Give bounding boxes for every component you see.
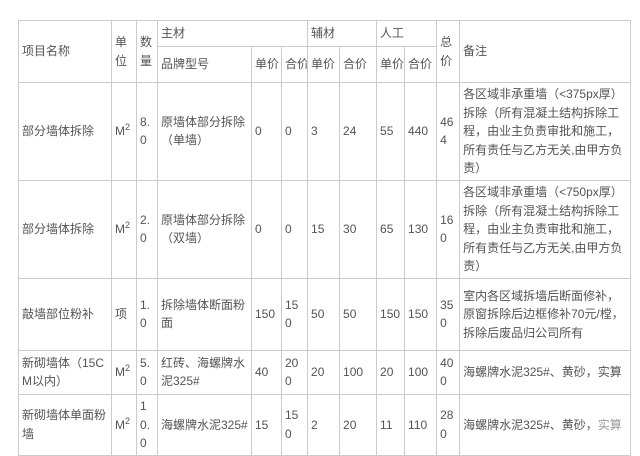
qty-cell: 5.0 [136, 349, 158, 395]
labor-unit-price-cell: 20 [376, 349, 406, 395]
main-unit-price-cell: 40 [251, 349, 282, 395]
remark-text: 海螺牌水泥325#、黄砂， [463, 417, 598, 432]
unit-base: M [115, 222, 125, 237]
header-labor-combined-price: 合价 [404, 46, 438, 83]
labor-unit-price-cell: 65 [376, 179, 406, 279]
labor-combined-price-cell: 130 [404, 179, 438, 279]
unit-cell: M2 [111, 179, 137, 279]
aux-combined-price-cell: 30 [339, 179, 378, 279]
aux-unit-price-cell: 3 [307, 82, 341, 181]
header-aux-material: 辅材 [307, 20, 378, 47]
header-main-material: 主材 [156, 20, 309, 47]
qty-cell: 8.0 [136, 82, 158, 181]
unit-base: M [115, 365, 125, 380]
project-cell: 新砌墙体单面粉墙 [18, 393, 112, 456]
aux-unit-price-cell: 50 [307, 277, 341, 351]
aux-combined-price-cell: 20 [339, 393, 378, 456]
remark-cell: 各区域非承重墙（<375px厚）拆除（所有混凝土结构拆除工程，由业主负责审批和施… [459, 82, 632, 181]
aux-unit-price-cell: 2 [307, 393, 341, 456]
unit-superscript: 2 [125, 363, 131, 374]
unit-cell: M2 [111, 393, 137, 456]
qty-cell: 2.0 [136, 179, 158, 279]
total-price-cell: 464 [436, 82, 461, 181]
project-cell: 敲墙部位粉补 [18, 277, 112, 351]
brand-cell: 红砖、海螺牌水泥325# [157, 349, 252, 395]
brand-cell: 原墙体部分拆除（双墙） [157, 179, 252, 279]
project-cell: 部分墙体拆除 [18, 179, 112, 279]
labor-combined-price-cell: 150 [404, 277, 438, 351]
brand-cell: 拆除墙体断面粉面 [157, 277, 252, 351]
total-price-cell: 400 [436, 349, 461, 395]
main-unit-price-cell: 0 [251, 82, 282, 181]
header-remark: 备注 [459, 20, 632, 83]
header-labor: 人工 [376, 20, 438, 47]
qty-cell: 1.0 [136, 277, 158, 351]
unit-superscript: 2 [125, 122, 131, 133]
labor-combined-price-cell: 440 [404, 82, 438, 181]
header-total-price: 总价 [436, 20, 461, 83]
header-row-sub: 品牌型号 单价 合价 单价 合价 单价 合价 [19, 46, 631, 83]
main-combined-price-cell: 200 [280, 349, 309, 395]
unit-cell: M2 [111, 349, 137, 395]
remark-cell: 海螺牌水泥325#、黄砂，实算 [459, 393, 632, 456]
header-labor-unit-price: 单价 [376, 46, 406, 83]
table-row: 部分墙体拆除 M2 8.0 原墙体部分拆除（单墙） 0 0 3 24 55 44… [18, 82, 632, 181]
renovation-quote-table: 项目名称 单位 数量 主材 辅材 人工 总价 备注 品牌型号 单价 合价 单价 … [18, 20, 632, 456]
table-row: 新砌墙体单面粉墙 M2 10.0 海螺牌水泥325# 15 150 2 20 1… [18, 393, 632, 456]
unit-superscript: 2 [125, 220, 131, 231]
main-unit-price-cell: 150 [251, 277, 282, 351]
header-quantity: 数量 [136, 20, 158, 83]
remark-text-faded: 实算 [597, 417, 622, 432]
aux-combined-price-cell: 100 [339, 349, 378, 395]
labor-combined-price-cell: 100 [404, 349, 438, 395]
total-price-cell: 160 [436, 179, 461, 279]
table-row: 部分墙体拆除 M2 2.0 原墙体部分拆除（双墙） 0 0 15 30 65 1… [18, 179, 632, 279]
qty-cell: 10.0 [136, 393, 158, 456]
header-main-combined-price: 合价 [280, 46, 309, 83]
aux-combined-price-cell: 24 [339, 82, 378, 181]
unit-base: M [115, 417, 125, 432]
unit-cell: 项 [111, 277, 137, 351]
project-cell: 新砌墙体（15CM以内） [18, 349, 112, 395]
main-unit-price-cell: 15 [251, 393, 282, 456]
header-brand-model: 品牌型号 [157, 46, 252, 83]
header-aux-combined-price: 合价 [339, 46, 378, 83]
remark-cell: 海螺牌水泥325#、黄砂，实算 [459, 349, 632, 395]
unit-cell: M2 [111, 82, 137, 181]
labor-unit-price-cell: 55 [376, 82, 406, 181]
table-row: 新砌墙体（15CM以内） M2 5.0 红砖、海螺牌水泥325# 40 200 … [18, 349, 632, 395]
aux-combined-price-cell: 50 [339, 277, 378, 351]
main-combined-price-cell: 0 [280, 179, 309, 279]
unit-superscript: 2 [125, 415, 131, 426]
brand-cell: 原墙体部分拆除（单墙） [157, 82, 252, 181]
labor-unit-price-cell: 11 [376, 393, 406, 456]
header-unit: 单位 [111, 20, 137, 83]
total-price-cell: 350 [436, 277, 461, 351]
aux-unit-price-cell: 20 [307, 349, 341, 395]
labor-combined-price-cell: 110 [404, 393, 438, 456]
aux-unit-price-cell: 15 [307, 179, 341, 279]
header-row-top: 项目名称 单位 数量 主材 辅材 人工 总价 备注 [18, 20, 632, 83]
header-aux-unit-price: 单价 [307, 46, 341, 83]
main-combined-price-cell: 150 [280, 393, 309, 456]
main-combined-price-cell: 150 [280, 277, 309, 351]
unit-base: 项 [115, 307, 128, 322]
brand-cell: 海螺牌水泥325# [157, 393, 252, 456]
table-row: 敲墙部位粉补 项 1.0 拆除墙体断面粉面 150 150 50 50 150 … [18, 277, 632, 351]
unit-base: M [115, 124, 125, 139]
total-price-cell: 280 [436, 393, 461, 456]
project-cell: 部分墙体拆除 [18, 82, 112, 181]
header-main-unit-price: 单价 [251, 46, 282, 83]
remark-cell: 室内各区域拆墙后断面修补，原窗拆除后边框修补70元/樘，拆除后废品归公司所有 [459, 277, 632, 351]
remark-cell: 各区域非承重墙（<750px厚）拆除（所有混凝土结构拆除工程，由业主负责审批和施… [459, 179, 632, 279]
header-project: 项目名称 [18, 20, 112, 83]
main-combined-price-cell: 0 [280, 82, 309, 181]
main-unit-price-cell: 0 [251, 179, 282, 279]
labor-unit-price-cell: 150 [376, 277, 406, 351]
